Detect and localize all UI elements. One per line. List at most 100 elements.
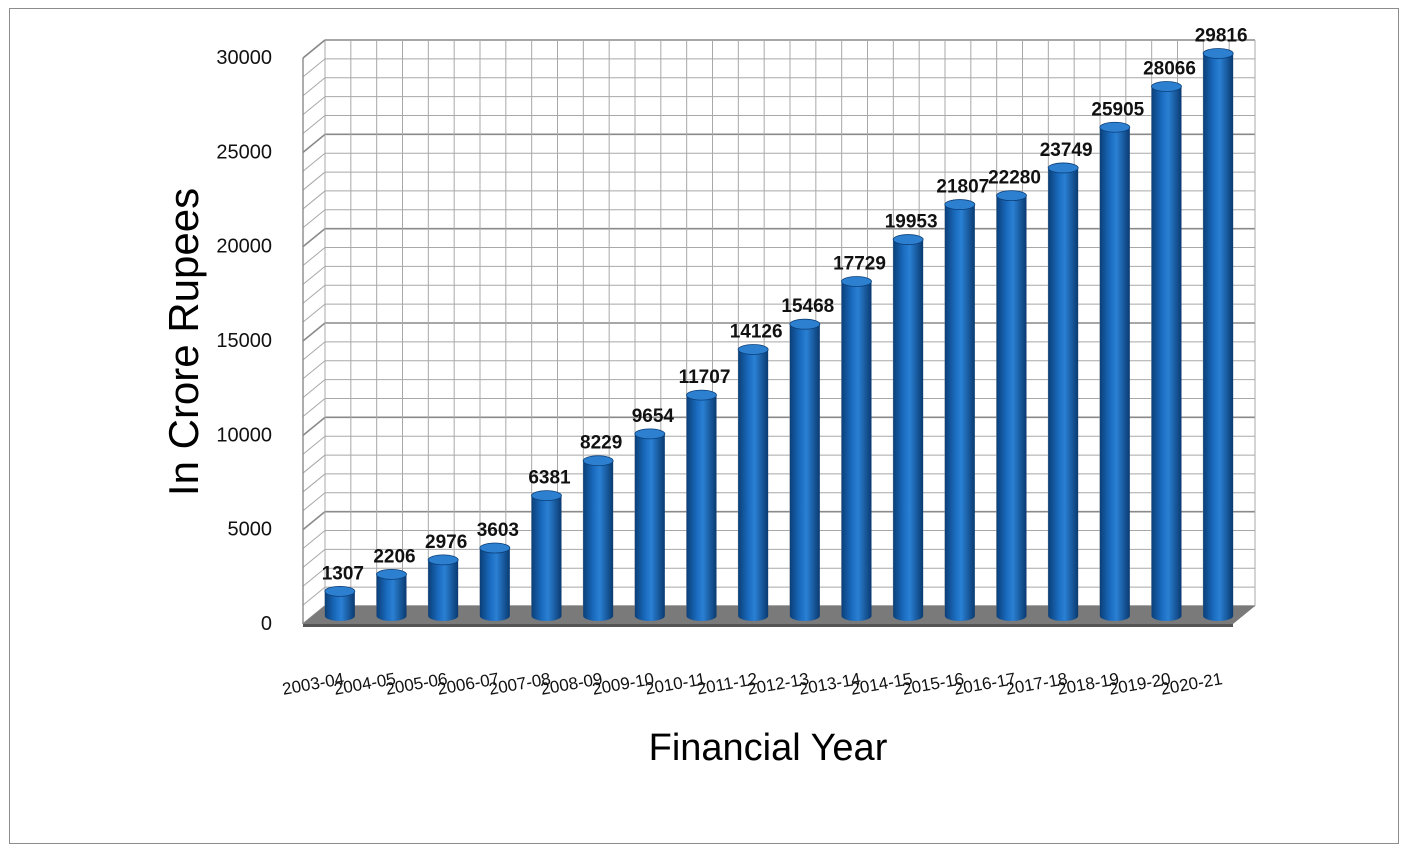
data-label: 29816 <box>1195 25 1248 46</box>
y-tick-label: 15000 <box>216 330 272 352</box>
gridline-side <box>302 266 326 285</box>
bar-top <box>427 554 459 566</box>
y-axis-title: In Crore Rupees <box>160 188 207 496</box>
bar-2011-12 <box>737 344 769 621</box>
bar-body <box>531 495 562 621</box>
bar-2014-15 <box>892 234 924 621</box>
bar-top <box>686 389 717 401</box>
bar-top <box>944 199 976 210</box>
bar-2006-07 <box>479 542 511 621</box>
data-label: 22280 <box>988 168 1041 189</box>
data-label: 3603 <box>477 520 519 541</box>
gridline-side <box>302 228 326 248</box>
bar-top <box>634 428 666 440</box>
gridline-side <box>302 77 326 97</box>
bar-body <box>738 349 769 621</box>
gridline-side <box>302 341 326 361</box>
bar-top <box>892 234 924 245</box>
bar-body <box>893 239 924 621</box>
bar-top <box>996 190 1027 202</box>
gridline-side <box>302 115 326 134</box>
bar-2018-19 <box>1099 121 1131 621</box>
data-label: 19953 <box>885 212 938 233</box>
bar-body <box>583 460 614 621</box>
data-label: 15468 <box>781 296 834 317</box>
gridline-side <box>302 511 326 531</box>
y-tick-label: 5000 <box>228 519 273 541</box>
bar-top <box>1202 48 1234 59</box>
bar-body <box>1203 53 1234 622</box>
gridline-side <box>302 416 326 436</box>
gridline-side <box>302 398 326 417</box>
bar-body <box>479 548 510 621</box>
gridline-side <box>302 190 326 210</box>
y-tick-label: 20000 <box>216 236 272 258</box>
data-label: 11707 <box>679 367 731 388</box>
data-label: 14126 <box>730 321 783 342</box>
bar-top <box>1099 121 1131 133</box>
gridline-side <box>302 435 326 455</box>
bar-2005-06 <box>427 554 459 621</box>
bar-body <box>1048 167 1079 621</box>
x-axis-ticks: 2003-042004-052005-062006-072007-082008-… <box>281 669 1224 699</box>
data-label: 1307 <box>322 563 364 584</box>
bar-body <box>634 433 665 621</box>
bar-body <box>376 574 407 621</box>
bar-body <box>324 591 355 621</box>
gridline-side <box>302 454 326 474</box>
data-label: 9654 <box>632 406 675 427</box>
bar-body <box>1099 127 1130 621</box>
gridline-side <box>302 379 326 398</box>
bar-top <box>789 318 821 330</box>
gridline-side <box>302 171 326 191</box>
bar-top <box>582 455 614 467</box>
gridline-side <box>302 322 326 342</box>
bar-top <box>376 568 407 580</box>
data-label: 21807 <box>936 177 989 198</box>
bars <box>324 48 1234 622</box>
data-label: 8229 <box>580 433 622 454</box>
y-axis-ticks: 0 5000 10000 15000 20000 25000 30000 <box>216 47 272 635</box>
gridline-side <box>302 152 326 172</box>
bar-body <box>428 559 459 621</box>
bar-body <box>789 324 820 621</box>
data-label: 28066 <box>1143 58 1196 79</box>
bar-2013-14 <box>841 276 872 621</box>
bar-2016-17 <box>996 190 1027 621</box>
bar-body <box>841 281 872 621</box>
gridline-side <box>302 58 326 78</box>
y-tick-label: 0 <box>261 613 272 635</box>
gridline-side <box>302 473 326 493</box>
y-tick-label: 25000 <box>216 141 272 163</box>
data-label: 25905 <box>1091 99 1144 120</box>
gridline-side <box>302 133 326 153</box>
data-label: 6381 <box>528 468 571 489</box>
bar-2004-05 <box>376 568 407 621</box>
gridline-side <box>302 586 326 606</box>
gridline-side <box>302 567 326 587</box>
gridline-side <box>302 530 326 549</box>
bar-2015-16 <box>944 199 976 622</box>
bar-2017-18 <box>1047 162 1079 621</box>
bar-2010-11 <box>686 389 717 621</box>
side-wall-top-edge <box>302 39 326 59</box>
y-tick-label: 10000 <box>216 424 272 446</box>
bar-body <box>686 395 717 621</box>
bar-2012-13 <box>789 318 821 621</box>
bar-body <box>1151 86 1182 621</box>
bar-2009-10 <box>634 428 666 621</box>
x-axis-title: Financial Year <box>649 727 888 769</box>
chart-frame <box>9 8 1399 844</box>
data-label: 2206 <box>373 546 415 567</box>
bar-body <box>944 204 975 622</box>
gridline-side <box>302 492 326 512</box>
bar-body <box>996 195 1027 621</box>
gridline-side <box>302 549 326 568</box>
bar-2003-04 <box>324 585 356 621</box>
bar-2008-09 <box>582 455 614 621</box>
bar-top <box>531 490 562 502</box>
gridline-side <box>302 247 326 266</box>
data-label: 2976 <box>425 532 467 553</box>
gridline-side <box>302 209 326 229</box>
